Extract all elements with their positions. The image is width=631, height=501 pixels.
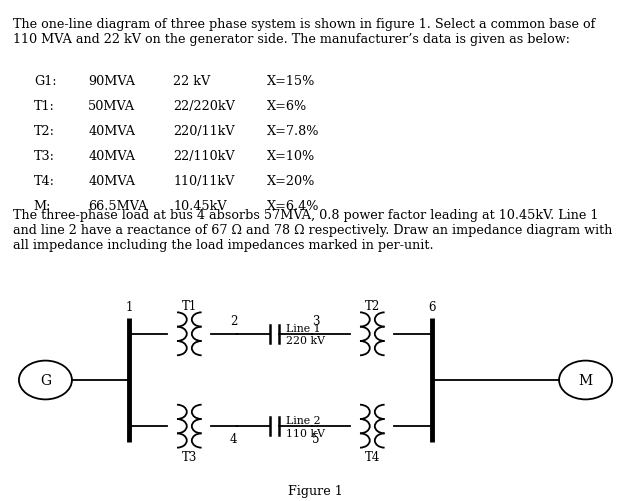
Text: X=10%: X=10% [267,150,316,163]
Text: 4: 4 [230,432,237,445]
Text: T4: T4 [365,450,380,463]
Text: 22 kV: 22 kV [173,75,210,88]
Text: T3: T3 [182,450,197,463]
Text: The three-phase load at bus 4 absorbs 57MVA, 0.8 power factor leading at 10.45kV: The three-phase load at bus 4 absorbs 57… [13,209,612,252]
Text: T2:: T2: [34,125,55,138]
Text: Line 1: Line 1 [286,323,321,333]
Text: 110/11kV: 110/11kV [173,174,235,187]
Text: 10.45kV: 10.45kV [173,199,227,212]
Text: 66.5MVA: 66.5MVA [88,199,148,212]
Text: M:: M: [34,199,51,212]
Text: 40MVA: 40MVA [88,150,135,163]
Text: Figure 1: Figure 1 [288,484,343,497]
Text: X=15%: X=15% [267,75,316,88]
Text: Line 2: Line 2 [286,415,321,425]
Text: M: M [579,373,593,387]
Text: G1:: G1: [34,75,56,88]
Text: 22/220kV: 22/220kV [173,100,235,113]
Text: The one-line diagram of three phase system is shown in figure 1. Select a common: The one-line diagram of three phase syst… [13,18,595,46]
Text: 220/11kV: 220/11kV [173,125,235,138]
Text: 90MVA: 90MVA [88,75,135,88]
Text: X=7.8%: X=7.8% [267,125,319,138]
Text: X=6%: X=6% [267,100,307,113]
Text: 110 kV: 110 kV [286,428,325,438]
Text: T1:: T1: [34,100,55,113]
Text: 2: 2 [230,315,237,328]
Text: 22/110kV: 22/110kV [173,150,235,163]
Text: 5: 5 [312,432,319,445]
Text: 1: 1 [126,301,133,314]
Text: 40MVA: 40MVA [88,174,135,187]
Text: T3:: T3: [34,150,55,163]
Text: 6: 6 [428,301,436,314]
Text: 40MVA: 40MVA [88,125,135,138]
Text: T2: T2 [365,300,380,313]
Text: X=6.4%: X=6.4% [267,199,319,212]
Text: T4:: T4: [34,174,55,187]
Text: 3: 3 [312,315,319,328]
Text: G: G [40,373,51,387]
Text: X=20%: X=20% [267,174,316,187]
Text: T1: T1 [182,300,197,313]
Text: 220 kV: 220 kV [286,336,325,346]
Text: 50MVA: 50MVA [88,100,136,113]
